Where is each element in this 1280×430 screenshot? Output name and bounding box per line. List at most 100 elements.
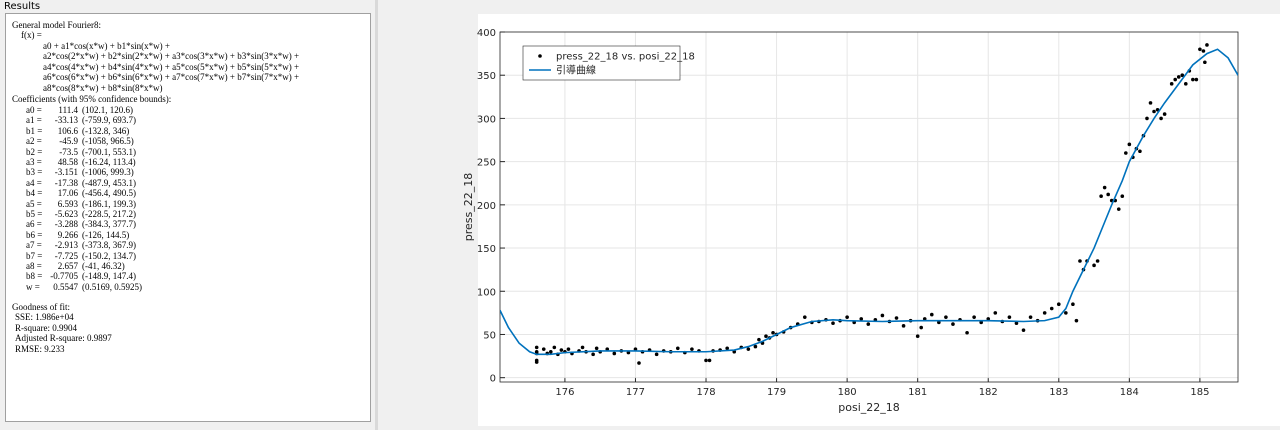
data-point (626, 350, 631, 355)
coef-bounds: (-384.3, 377.7) (82, 219, 136, 230)
data-point (1145, 116, 1149, 121)
coef-bounds: (-1058, 966.5) (82, 136, 134, 147)
data-point (707, 358, 712, 363)
x-tick-label: 180 (838, 387, 857, 398)
data-point (1138, 149, 1142, 154)
data-point (1191, 77, 1195, 82)
coef-bounds: (-487.9, 453.1) (82, 177, 136, 188)
coef-bounds: (-1006, 999.3) (82, 167, 134, 178)
data-point (771, 330, 775, 335)
plot-area (500, 43, 1238, 365)
coef-name: b1 = (26, 125, 43, 136)
data-point (922, 317, 927, 321)
data-point (594, 346, 599, 351)
data-point (986, 317, 991, 321)
data-point (534, 345, 539, 350)
coef-value: 2.657 (57, 261, 78, 271)
data-point (1152, 109, 1156, 114)
data-point (859, 317, 864, 321)
data-point (1095, 259, 1100, 263)
data-point (746, 347, 751, 351)
x-tick-label: 177 (626, 387, 645, 398)
coef-bounds: (0.5169, 0.5925) (82, 281, 142, 292)
data-point (880, 313, 885, 318)
y-tick-label: 350 (477, 71, 496, 82)
data-point (1078, 259, 1082, 263)
data-point (1064, 311, 1068, 315)
coef-name: b4 = (26, 188, 43, 199)
coef-name: a0 = (26, 105, 42, 115)
coef-bounds: (102.1, 120.6) (82, 105, 133, 115)
coefficients-title: Coefficients (with 95% confidence bounds… (12, 94, 172, 104)
coef-name: a2 = (26, 136, 42, 147)
coef-value: -33.13 (54, 115, 78, 126)
data-point (965, 330, 969, 335)
data-point (802, 315, 807, 319)
y-tick-label: 150 (477, 244, 496, 255)
x-tick-label: 181 (908, 387, 927, 398)
data-point (757, 337, 761, 342)
data-point (559, 348, 564, 352)
data-point (951, 322, 955, 326)
data-point (1056, 302, 1061, 307)
data-point (1120, 194, 1125, 198)
data-point (612, 351, 617, 356)
x-tick-label: 178 (696, 387, 715, 398)
data-point (1173, 77, 1178, 82)
coef-name: b2 = (26, 146, 43, 157)
coef-bounds: (-132.8, 346) (82, 125, 130, 136)
data-point (993, 311, 998, 315)
data-point (1201, 49, 1206, 53)
x-tick-label: 176 (555, 387, 574, 398)
data-point (633, 347, 638, 351)
coef-bounds: (-16.24, 113.4) (82, 157, 136, 167)
y-tick-label: 300 (477, 114, 496, 125)
coef-value: -0.7705 (50, 271, 78, 282)
x-tick-label: 183 (1049, 387, 1068, 398)
coef-bounds: (-126, 144.5) (82, 229, 130, 240)
coef-name: b3 = (26, 167, 43, 178)
coef-bounds: (-759.9, 693.7) (82, 115, 136, 126)
coef-bounds: (-41, 46.32) (82, 261, 125, 271)
coef-value: 17.06 (57, 188, 78, 199)
fit-curve (500, 48, 1238, 356)
data-point (534, 360, 539, 364)
coef-value: -5.623 (54, 209, 78, 219)
formula-line: a2*cos(2*x*w) + b2*sin(2*x*w) + a3*cos(3… (43, 51, 300, 61)
data-point (1106, 192, 1110, 197)
data-point (1162, 112, 1167, 116)
coef-bounds: (-150.2, 134.7) (82, 250, 136, 261)
data-point (1014, 321, 1019, 326)
coef-value: -45.9 (59, 136, 78, 147)
data-point (1074, 318, 1079, 323)
coef-name: a6 = (26, 219, 42, 230)
goodness-line: R-square: 0.9904 (15, 322, 77, 333)
coef-name: b8 = (26, 271, 43, 282)
data-point (831, 321, 835, 326)
model-name: General model Fourier8: (12, 20, 101, 30)
coef-name: b5 = (26, 209, 43, 219)
data-point (1099, 194, 1103, 198)
x-tick-label: 185 (1190, 387, 1209, 398)
data-point (605, 347, 610, 351)
legend-marker (538, 54, 542, 58)
legend-label: press_22_18 vs. posi_22_18 (556, 52, 695, 63)
y-tick-label: 200 (477, 201, 496, 212)
coef-value: -73.5 (59, 146, 78, 157)
coef-value: -17.38 (54, 177, 78, 188)
x-tick-label: 182 (979, 387, 998, 398)
data-point (1169, 82, 1174, 86)
coef-bounds: (-373.8, 367.9) (82, 240, 136, 251)
data-point (675, 346, 680, 351)
data-point (591, 352, 595, 357)
data-point (1049, 306, 1054, 311)
data-point (1127, 142, 1132, 147)
data-point (1092, 263, 1096, 268)
data-point (764, 334, 768, 338)
coef-name: a4 = (26, 177, 42, 188)
data-point (541, 347, 546, 351)
data-point (654, 352, 659, 357)
data-point (534, 349, 539, 354)
y-tick-label: 50 (483, 330, 496, 341)
